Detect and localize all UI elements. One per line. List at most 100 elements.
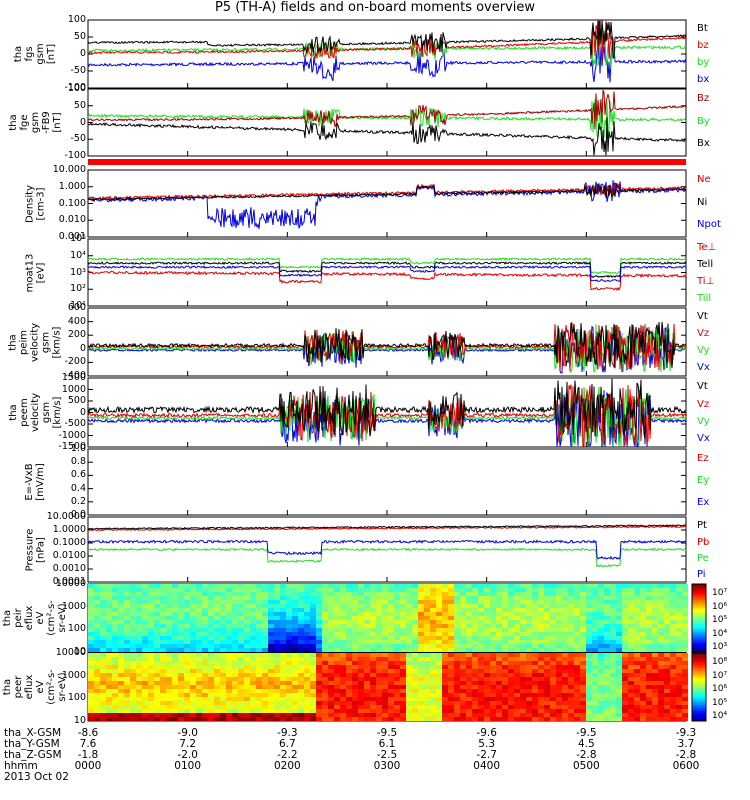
heatmap-cell — [184, 596, 190, 600]
heatmap-cell — [466, 677, 472, 681]
heatmap-cell — [682, 596, 688, 600]
heatmap-cell — [298, 648, 304, 652]
heatmap-cell — [526, 693, 532, 697]
heatmap-cell — [112, 673, 118, 677]
heatmap-cell — [310, 608, 316, 612]
heatmap-cell — [148, 588, 154, 592]
heatmap-cell — [148, 592, 154, 596]
heatmap-cell — [508, 669, 514, 673]
heatmap-cell — [604, 693, 610, 697]
heatmap-cell — [370, 713, 376, 717]
heatmap-cell — [340, 616, 346, 620]
heatmap-cell — [394, 709, 400, 713]
colorbar-segment — [692, 711, 706, 713]
heatmap-cell — [556, 620, 562, 624]
heatmap-cell — [424, 644, 430, 648]
heatmap-cell — [310, 665, 316, 669]
heatmap-cell — [160, 600, 166, 604]
heatmap-cell — [106, 705, 112, 709]
heatmap-cell — [148, 653, 154, 657]
heatmap-cell — [394, 600, 400, 604]
heatmap-cell — [574, 681, 580, 685]
heatmap-cell — [238, 689, 244, 693]
heatmap-cell — [520, 628, 526, 632]
heatmap-cell — [352, 653, 358, 657]
heatmap-cell — [208, 596, 214, 600]
heatmap-cell — [478, 697, 484, 701]
footer-value-t: 0500 — [572, 760, 600, 772]
heatmap-cell — [574, 632, 580, 636]
heatmap-cell — [484, 713, 490, 717]
heatmap-cell — [244, 717, 250, 721]
heatmap-cell — [658, 584, 664, 588]
heatmap-cell — [166, 681, 172, 685]
heatmap-cell — [364, 669, 370, 673]
heatmap-cell — [448, 657, 454, 661]
heatmap-cell — [124, 588, 130, 592]
heatmap-cell — [328, 665, 334, 669]
heatmap-cell — [88, 717, 94, 721]
heatmap-cell — [634, 673, 640, 677]
heatmap-cell — [292, 620, 298, 624]
heatmap-cell — [172, 644, 178, 648]
heatmap-cell — [298, 709, 304, 713]
heatmap-cell — [430, 665, 436, 669]
heatmap-cell — [580, 685, 586, 689]
heatmap-cell — [388, 612, 394, 616]
heatmap-cell — [442, 713, 448, 717]
heatmap-cell — [196, 624, 202, 628]
heatmap-cell — [286, 697, 292, 701]
heatmap-cell — [520, 669, 526, 673]
peim-vz-line — [87, 322, 686, 372]
heatmap-cell — [508, 661, 514, 665]
heatmap-cell — [310, 653, 316, 657]
heatmap-cell — [574, 616, 580, 620]
heatmap-cell — [208, 653, 214, 657]
heatmap-cell — [208, 644, 214, 648]
heatmap-cell — [580, 689, 586, 693]
heatmap-cell — [118, 644, 124, 648]
heatmap-cell — [658, 677, 664, 681]
heatmap-cell — [460, 620, 466, 624]
heatmap-cell — [496, 596, 502, 600]
heatmap-cell — [586, 600, 592, 604]
heatmap-cell — [190, 693, 196, 697]
heatmap-cell — [172, 624, 178, 628]
heatmap-cell — [454, 653, 460, 657]
heatmap-cell — [670, 677, 676, 681]
heatmap-cell — [214, 689, 220, 693]
heatmap-cell — [304, 636, 310, 640]
heatmap-cell — [514, 701, 520, 705]
heatmap-cell — [556, 681, 562, 685]
heatmap-cell — [244, 709, 250, 713]
heatmap-cell — [322, 665, 328, 669]
heatmap-cell — [664, 596, 670, 600]
heatmap-cell — [112, 632, 118, 636]
heatmap-cell — [424, 685, 430, 689]
heatmap-cell — [592, 624, 598, 628]
heatmap-cell — [124, 648, 130, 652]
heatmap-cell — [142, 628, 148, 632]
heatmap-cell — [292, 632, 298, 636]
heatmap-cell — [382, 673, 388, 677]
heatmap-cell — [580, 693, 586, 697]
heatmap-cell — [514, 661, 520, 665]
heatmap-cell — [532, 600, 538, 604]
heatmap-cell — [592, 709, 598, 713]
heatmap-cell — [424, 689, 430, 693]
heatmap-cell — [118, 636, 124, 640]
heatmap-cell — [502, 669, 508, 673]
heatmap-cell — [514, 648, 520, 652]
heatmap-cell — [124, 584, 130, 588]
heatmap-cell — [352, 709, 358, 713]
heatmap-cell — [664, 693, 670, 697]
heatmap-cell — [682, 689, 688, 693]
heatmap-cell — [280, 665, 286, 669]
heatmap-cell — [238, 620, 244, 624]
heatmap-cell — [94, 584, 100, 588]
heatmap-cell — [526, 592, 532, 596]
heatmap-cell — [436, 584, 442, 588]
ytick-label-peir: 10000 — [55, 578, 86, 589]
heatmap-cell — [130, 681, 136, 685]
heatmap-cell — [568, 717, 574, 721]
